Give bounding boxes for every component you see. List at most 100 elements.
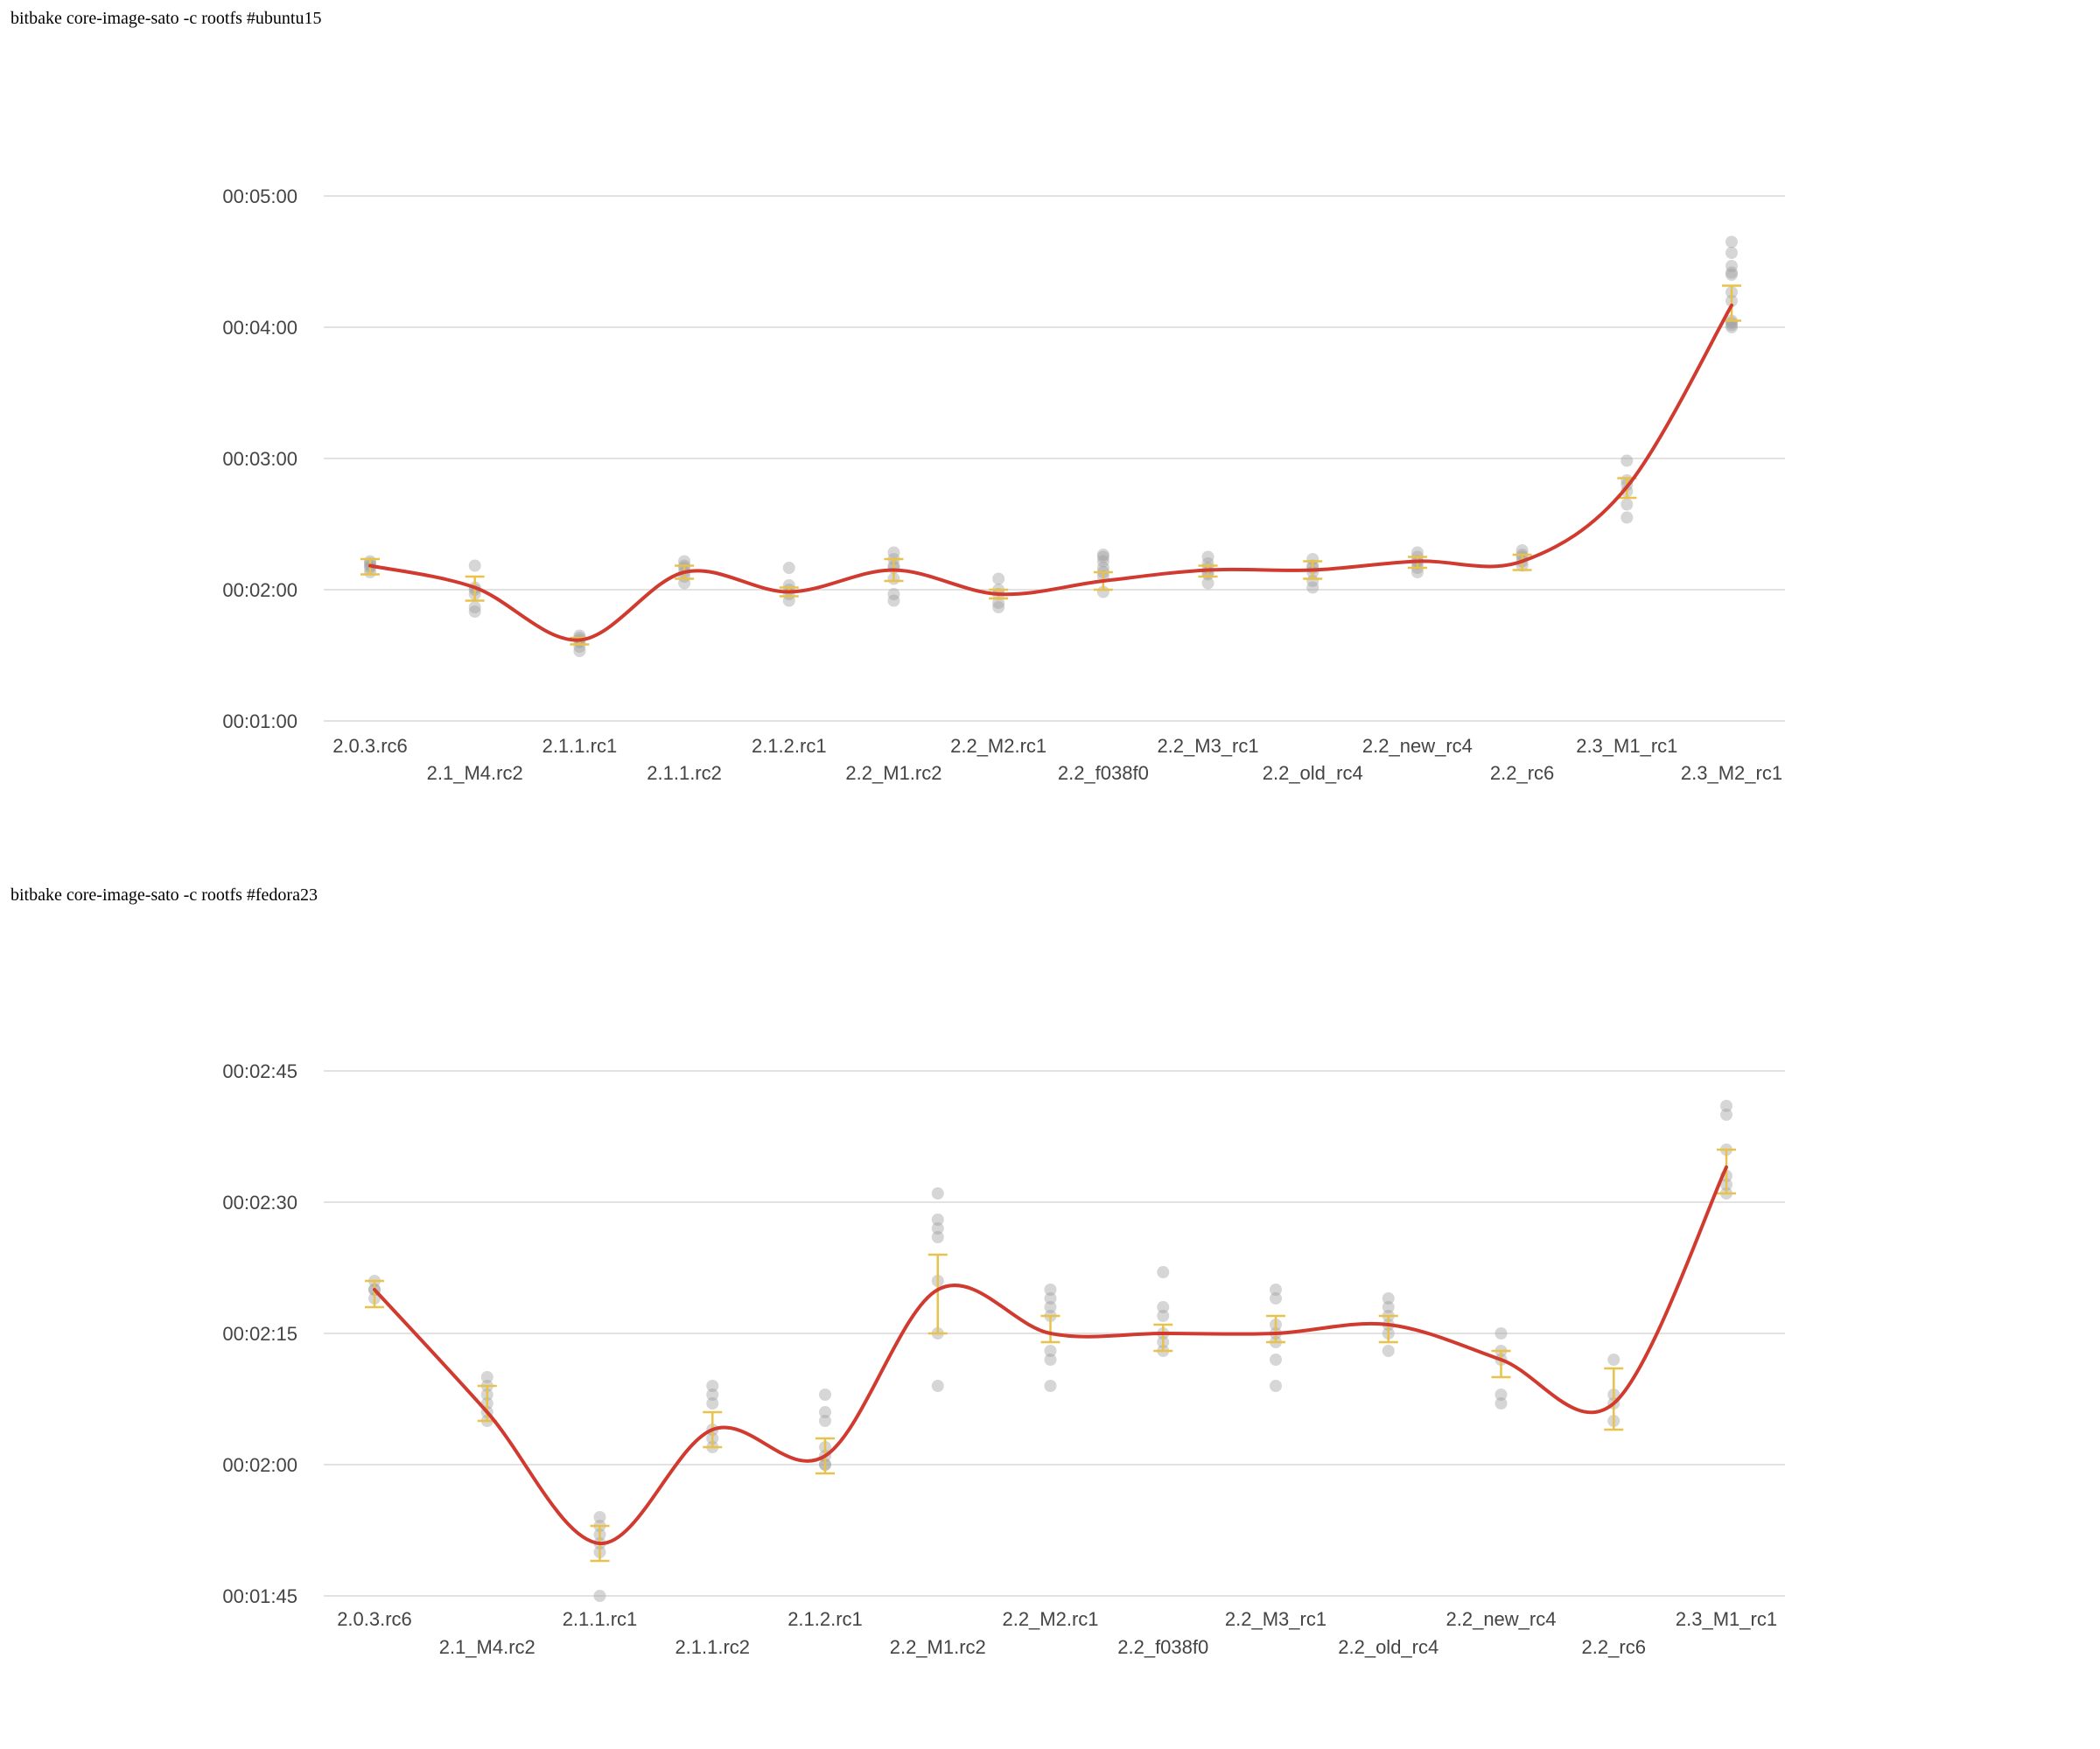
data-point [706,1389,719,1401]
data-point [1382,1301,1395,1313]
data-point [706,1380,719,1392]
data-point [1726,260,1738,272]
chart-title-fedora23: bitbake core-image-sato -c rootfs #fedor… [10,885,318,905]
y-tick-label: 00:01:00 [222,710,298,732]
data-point [1494,1389,1508,1401]
x-tick-label: 2.1_M4.rc2 [427,762,523,784]
data-point [931,1187,944,1200]
y-tick-label: 00:04:00 [222,317,298,339]
x-tick-label: 2.2_M2.rc1 [950,735,1046,757]
data-point [468,601,481,613]
x-tick-label: 2.1_M4.rc2 [439,1636,536,1658]
data-point [1494,1397,1508,1410]
data-point [887,588,900,600]
data-point [1096,550,1110,563]
x-tick-label: 2.2_f038f0 [1117,1636,1208,1658]
data-point [931,1231,944,1243]
data-point [1620,511,1634,524]
data-point [992,597,1005,609]
error-bar [1604,1367,1624,1431]
x-tick-label: 2.2_M2.rc1 [1002,1608,1098,1630]
chart-title-ubuntu15: bitbake core-image-sato -c rootfs #ubunt… [10,9,322,28]
data-point [1494,1327,1508,1340]
error-bar [928,1253,948,1335]
data-point [1270,1380,1282,1392]
data-point [819,1415,831,1427]
x-tick-label: 2.1.1.rc1 [563,1608,638,1630]
x-tick-label: 2.2_new_rc4 [1446,1608,1557,1630]
data-point [1382,1345,1395,1357]
error-bar [1153,1323,1173,1353]
data-point [1620,454,1634,467]
data-point [1270,1284,1282,1296]
data-point [1044,1345,1057,1357]
y-tick-label: 00:03:00 [222,448,298,470]
chart-ubuntu15: 00:01:00 00:02:00 00:03:00 00:04:00 00:05:00… [222,185,1785,784]
data-point [1516,544,1529,556]
data-point [1720,1109,1732,1121]
data-point [887,594,900,607]
data-point [1726,235,1738,248]
data-point [1096,549,1110,561]
x-tick-label: 2.1.1.rc2 [675,1636,750,1658]
x-tick-label: 2.2_M1.rc2 [845,762,942,784]
data-point [1201,550,1214,563]
x-tick-label: 2.3_M1_rc1 [1576,735,1677,757]
data-point [1044,1284,1057,1296]
data-point [1726,321,1738,333]
data-point [593,1511,606,1523]
data-point [468,605,481,618]
data-point [931,1380,944,1392]
data-point [819,1406,831,1418]
error-bar [1491,1349,1511,1379]
data-point [819,1389,831,1401]
error-bar [1266,1314,1285,1344]
error-bar [1378,1314,1398,1344]
x-tick-label: 2.1.1.rc1 [542,735,618,757]
x-tick-label: 2.2_M1.rc2 [890,1636,986,1658]
y-tick-label: 00:02:30 [222,1192,298,1214]
x-tick-label: 2.0.3.rc6 [337,1608,412,1630]
data-point [1157,1310,1170,1322]
error-bar [1717,1148,1736,1195]
x-tick-label: 2.2_f038f0 [1058,762,1149,784]
data-point [1720,1100,1732,1112]
x-tick-label: 2.3_M2_rc1 [1681,762,1782,784]
data-point [1306,581,1320,594]
x-tick-label: 2.1.2.rc1 [752,735,827,757]
data-point [706,1397,719,1410]
x-tick-label: 2.2_rc6 [1582,1636,1646,1658]
error-bar [365,1279,384,1309]
data-point [1410,566,1424,578]
x-tick-label: 2.1.2.rc1 [788,1608,863,1630]
data-point [1044,1380,1057,1392]
data-point [1726,318,1738,332]
y-tick-label: 00:02:15 [222,1323,298,1345]
data-point [887,546,900,559]
trend-line [368,304,1733,642]
data-point [573,645,586,657]
y-tick-label: 00:05:00 [222,185,298,207]
y-tick-label: 00:02:00 [222,579,298,601]
data-point [1157,1301,1170,1313]
x-tick-label: 2.0.3.rc6 [332,735,408,757]
data-point [1726,266,1738,279]
x-tick-label: 2.2_old_rc4 [1338,1636,1438,1658]
data-point [593,1590,606,1602]
data-point [992,572,1005,585]
x-tick-label: 2.2_rc6 [1490,762,1554,784]
data-point [782,562,795,574]
x-tick-label: 2.2_M3_rc1 [1225,1608,1326,1630]
x-tick-label: 2.2_old_rc4 [1263,762,1363,784]
data-point [468,559,481,572]
data-point [1726,269,1738,281]
data-point [992,601,1005,613]
data-point [480,1371,494,1383]
data-point [1044,1301,1057,1313]
data-point [1044,1354,1057,1366]
data-point [678,555,691,568]
data-point [1382,1292,1395,1305]
y-tick-label: 00:02:00 [222,1454,298,1476]
y-tick-label: 00:01:45 [222,1585,298,1607]
